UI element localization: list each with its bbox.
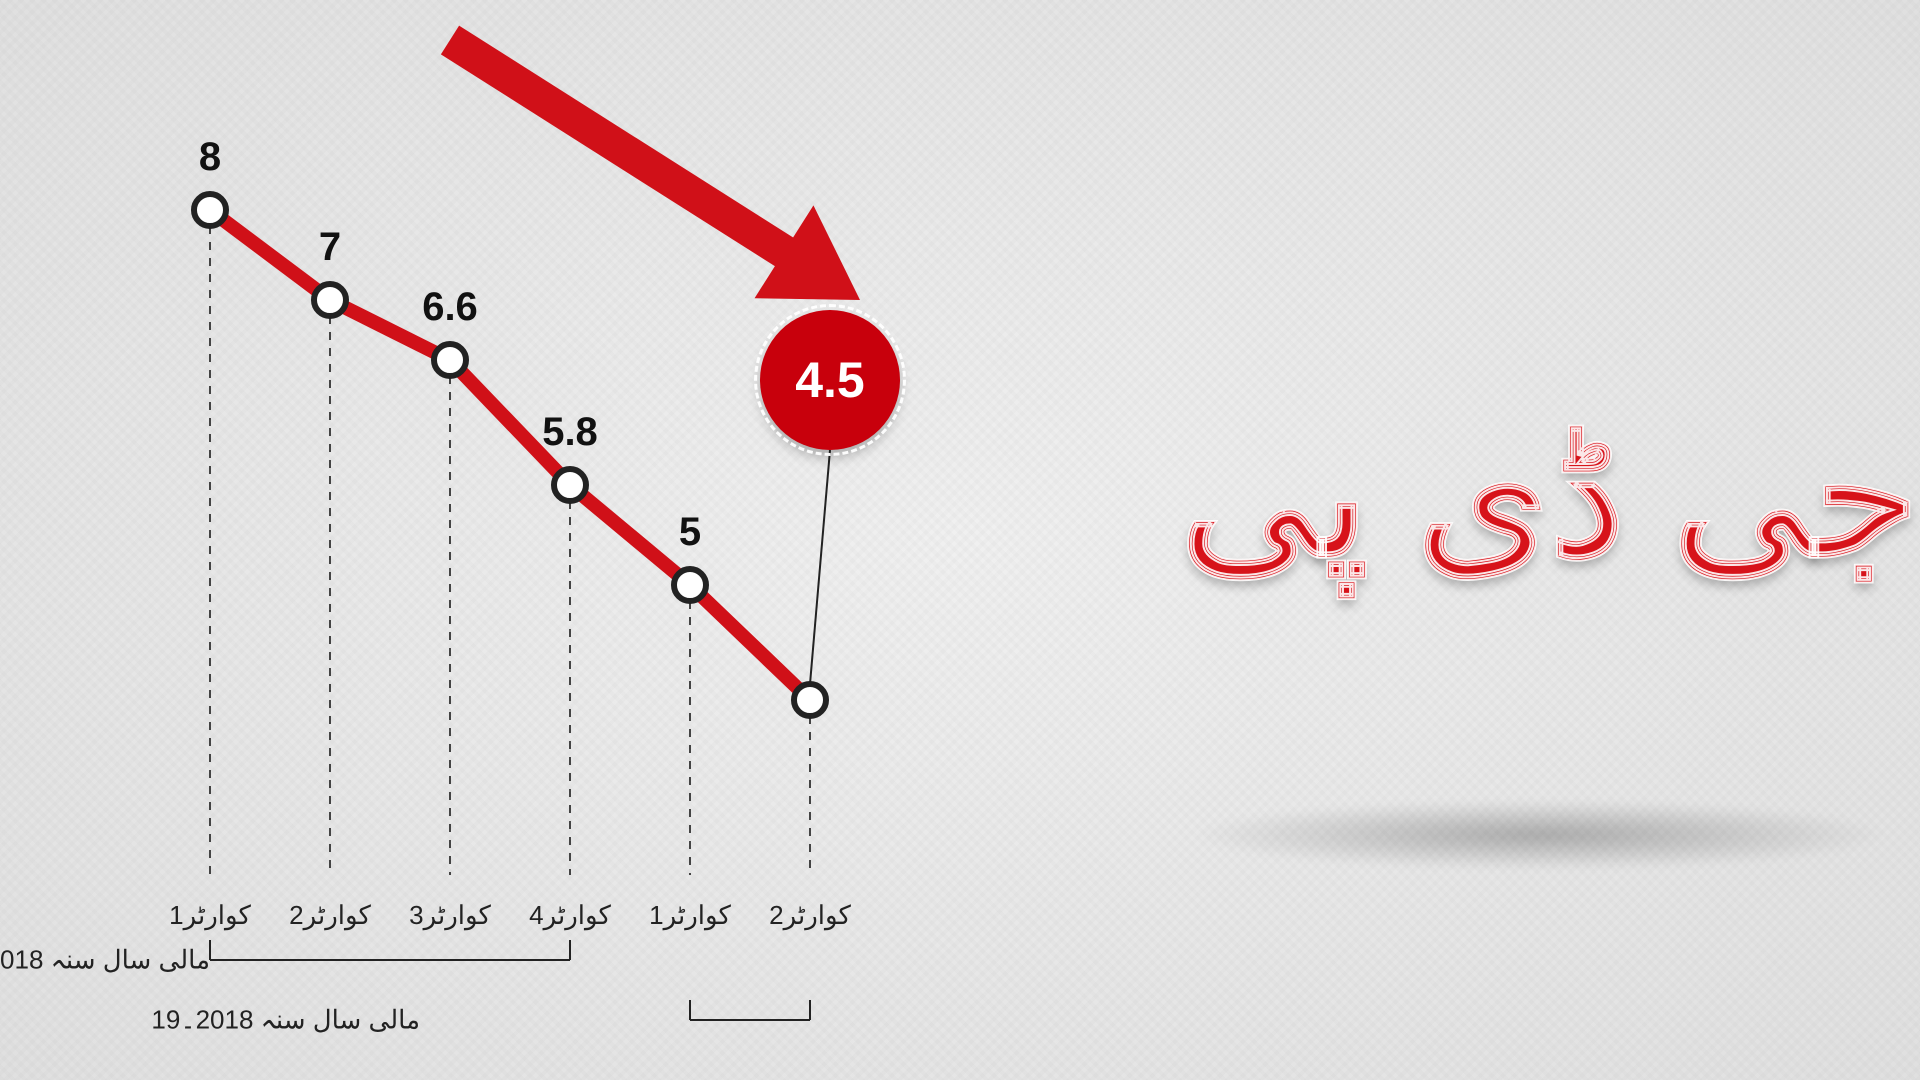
data-label: 5.8 (542, 410, 598, 455)
data-label: 6.6 (422, 285, 478, 330)
title-shadow (1190, 800, 1890, 870)
highlight-badge: 4.5 (760, 310, 900, 450)
x-axis-label: کوارٹر2 (769, 900, 851, 931)
x-axis-label: کوارٹر4 (529, 900, 611, 931)
x-axis-label: کوارٹر1 (169, 900, 251, 931)
x-axis-label: کوارٹر3 (409, 900, 491, 931)
x-axis-label: کوارٹر1 (649, 900, 731, 931)
data-label: 7 (319, 225, 341, 270)
page-title: جی ڈی پی (1180, 398, 1919, 596)
data-label: 8 (199, 135, 221, 180)
period-label: مالی سال سنہ 2018۔19 (0, 945, 210, 976)
highlight-badge-value: 4.5 (795, 351, 865, 409)
data-label: 5 (679, 510, 701, 555)
x-axis-label: کوارٹر2 (289, 900, 371, 931)
period-label: مالی سال سنہ 2018۔19 (151, 1005, 420, 1036)
